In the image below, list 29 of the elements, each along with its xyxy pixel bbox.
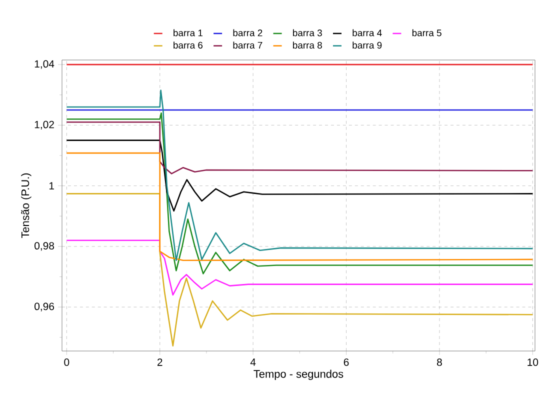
line-series: [66, 152, 534, 262]
legend-label: barra 9: [352, 42, 382, 49]
line-series: [66, 140, 534, 212]
x-axis-title: Tempo - segundos: [254, 370, 344, 380]
legend-label: barra 2: [233, 29, 262, 36]
legend-label: barra 4: [352, 29, 382, 36]
legend-label: barra 1: [174, 29, 202, 36]
line-series: [66, 193, 534, 346]
y-tick-label: 1,02: [34, 120, 54, 130]
legend-label: barra 3: [293, 29, 322, 36]
y-axis-title: Tensão (P.U.): [21, 173, 32, 238]
legend-label: barra 6: [174, 42, 203, 49]
x-tick-label: 2: [157, 358, 162, 366]
x-tick-label: 6: [344, 358, 349, 366]
legend-label: barra 8: [293, 42, 322, 49]
y-tick-label: 0,96: [34, 302, 54, 312]
line-series: [66, 90, 534, 262]
legend-label: barra 7: [233, 42, 262, 49]
x-tick-label: 10: [528, 358, 538, 366]
legend-label: barra 5: [412, 29, 442, 36]
x-tick-label: 0: [64, 358, 70, 366]
line-series: [66, 121, 534, 174]
x-tick-label: 4: [250, 358, 256, 366]
x-tick-label: 8: [437, 358, 442, 366]
line-series: [66, 240, 534, 296]
y-tick-label: 0,98: [34, 242, 54, 251]
y-tick-label: 1: [49, 182, 54, 190]
y-tick-label: 1,04: [34, 60, 54, 69]
line-series: [66, 112, 534, 274]
